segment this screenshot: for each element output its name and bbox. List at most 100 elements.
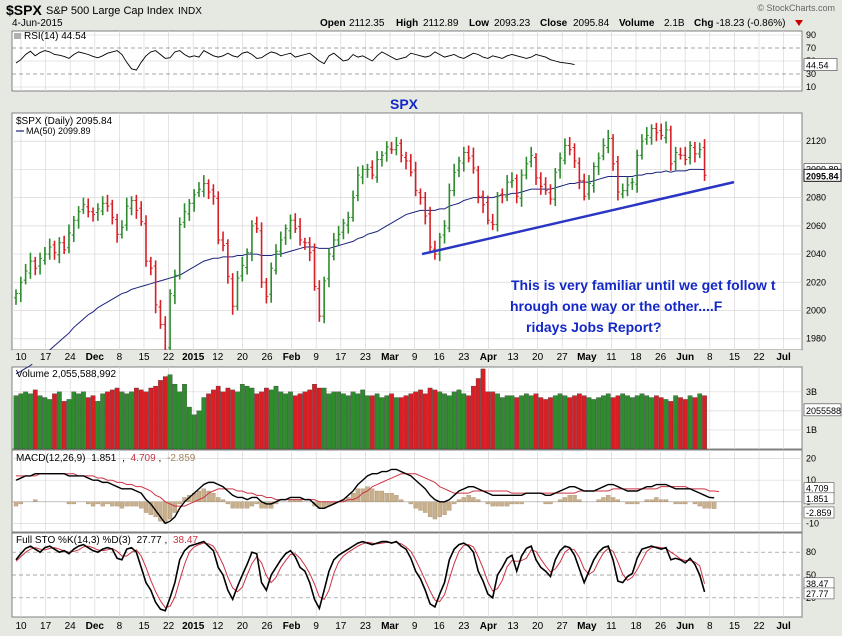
price-bar-up <box>673 146 678 171</box>
volume-bar <box>692 397 698 450</box>
price-bar-down <box>659 123 664 140</box>
sto-legend-comma: , <box>164 535 167 546</box>
price-bar-up <box>196 182 201 197</box>
volume-bar <box>244 385 250 450</box>
volume-bar <box>577 393 582 450</box>
price-bar-up <box>442 220 447 244</box>
price-bar-up <box>351 190 356 222</box>
rsi-last-value: 44.54 <box>806 61 829 71</box>
x-tick-label: Jul <box>776 352 791 363</box>
price-bar-up <box>601 138 606 161</box>
volume-bar <box>177 391 183 450</box>
volume-bar <box>191 414 197 450</box>
macd-tick-label: -10 <box>806 518 819 528</box>
price-bar-down <box>91 207 96 222</box>
price-bar-up <box>119 220 124 239</box>
volume-bar <box>394 397 399 450</box>
volume-bar <box>389 393 394 450</box>
rsi-tick-label: 10 <box>806 82 816 92</box>
volume-bar <box>610 397 616 450</box>
price-bar-down <box>153 260 158 314</box>
macd-histogram-bar <box>95 501 101 505</box>
macd-histogram-bar <box>105 501 110 505</box>
price-bar-up <box>168 289 173 355</box>
price-bar-up <box>341 218 346 240</box>
price-bar-down <box>567 136 572 156</box>
macd-histogram-bar <box>71 501 76 505</box>
macd-histogram-bar <box>543 501 548 505</box>
volume-tick-label: 3B <box>806 387 817 397</box>
macd-histogram-bar <box>163 501 168 524</box>
price-bar-up <box>649 124 654 145</box>
x-tick-label: 27 <box>557 352 569 363</box>
price-panel: 19802000202020402060208021202099.892095.… <box>12 96 842 375</box>
macd-histogram-bar <box>692 501 698 505</box>
macd-tick-label: 20 <box>806 454 816 464</box>
volume-bar <box>442 393 447 450</box>
chg-label: Chg <box>694 18 713 29</box>
macd-histogram-bar <box>90 501 96 507</box>
x-tick-label: 8 <box>117 621 123 632</box>
x-tick-label: 8 <box>707 352 713 363</box>
price-bar-down <box>668 125 673 171</box>
volume-bar <box>562 395 568 450</box>
macd-histogram-bar <box>370 488 375 502</box>
sto-last-value-box <box>803 587 835 600</box>
volume-value: 2.1B <box>664 18 685 29</box>
price-bar-down <box>500 188 505 204</box>
price-tick-label: 2040 <box>806 249 826 259</box>
volume-bar <box>23 391 28 450</box>
annotation-line-2: hrough one way or the other....F <box>510 298 723 314</box>
macd-histogram-bar <box>577 499 582 502</box>
volume-bar <box>499 397 505 450</box>
volume-bar <box>413 391 418 450</box>
price-bar-down <box>678 147 683 160</box>
rsi-tick-label: 70 <box>806 43 816 53</box>
panel-frame-price <box>11 112 803 351</box>
macd-tick-label: 10 <box>806 475 816 485</box>
macd-histogram-bar <box>630 501 635 505</box>
x-tick-label: Jun <box>676 352 694 363</box>
volume-bar <box>398 397 404 450</box>
volume-bar <box>591 399 597 450</box>
price-bar-down <box>216 191 221 245</box>
price-bar-up <box>456 156 461 178</box>
volume-bar <box>143 391 149 450</box>
macd-histogram-bar <box>158 501 163 522</box>
volume-bar <box>350 391 356 450</box>
macd-histogram-bar <box>461 497 466 502</box>
x-tick-label: 8 <box>117 352 123 363</box>
price-bar-down <box>538 172 543 195</box>
symbol: $SPX <box>6 2 42 18</box>
volume-bar <box>480 368 486 450</box>
macd-histogram-bar <box>634 501 640 505</box>
volume-bar <box>297 393 303 450</box>
x-tick-label: 20 <box>237 621 249 632</box>
high-value: 2112.89 <box>423 18 459 29</box>
chart-date: 4-Jun-2015 <box>12 18 63 29</box>
price-bar-up <box>288 214 293 240</box>
price-bar-up <box>81 197 86 214</box>
price-bar-down <box>110 199 115 225</box>
volume-bar <box>533 393 539 450</box>
volume-bar <box>668 401 674 450</box>
x-tick-label: 22 <box>163 352 175 363</box>
volume-bar <box>663 399 669 450</box>
x-tick-label: 2015 <box>182 352 205 363</box>
macd-histogram-bar <box>230 501 235 509</box>
price-bar-down <box>370 160 375 180</box>
price-bar-up <box>384 141 389 162</box>
macd-histogram-bar <box>485 501 491 505</box>
x-tick-label: Apr <box>480 621 497 632</box>
price-bar-up <box>38 252 43 275</box>
macd-last-value-box <box>803 506 835 519</box>
volume-bar <box>312 384 317 450</box>
volume-bar <box>105 391 110 450</box>
annotation-line-1: This is very familiar until we get follo… <box>511 277 776 293</box>
chg-value: -18.23 (-0.86%) <box>716 18 785 29</box>
price-bar-up <box>519 169 524 207</box>
price-bar-up <box>336 225 341 246</box>
sto-legend-name: Full STO %K(14,3) %D(3) <box>16 535 131 546</box>
volume-bar <box>504 395 510 450</box>
